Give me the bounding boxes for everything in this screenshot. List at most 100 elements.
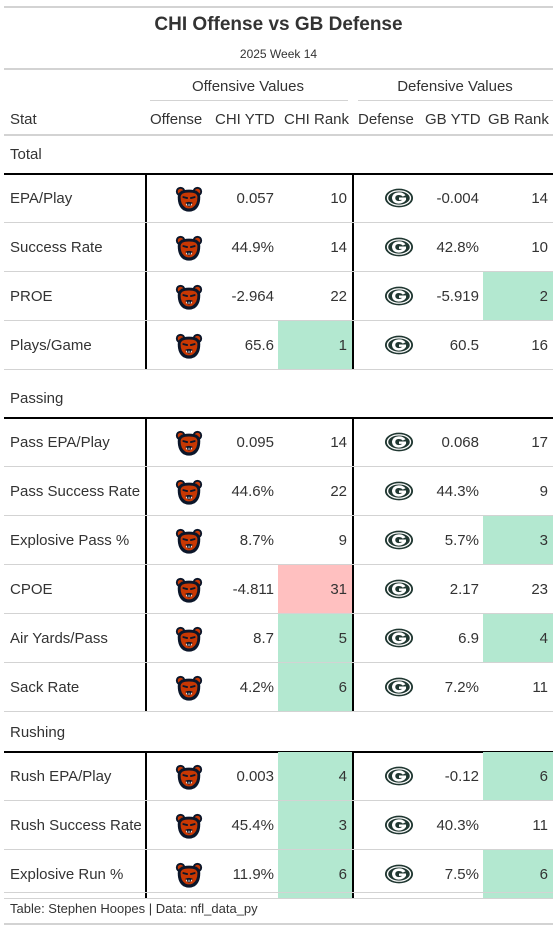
col-header-chi-ytd: CHI YTD (215, 111, 275, 128)
packers-logo-icon (384, 334, 414, 364)
table-row: Explosive Run % 11.9% 6 7.5% 6 (4, 850, 553, 899)
row-divider (4, 466, 553, 467)
chi-rank-highlight (278, 663, 352, 711)
col-header-stat: Stat (10, 111, 37, 128)
gb-ytd-value: 7.5% (444, 866, 479, 883)
bears-logo-icon (174, 673, 204, 703)
spanner-defensive-values: Defensive Values (397, 78, 513, 95)
packers-logo-icon (384, 529, 414, 559)
row-divider (4, 849, 553, 850)
gb-rank-value: 11 (532, 817, 548, 834)
table-source-note: Table: Stephen Hoopes | Data: nfl_data_p… (10, 901, 258, 916)
row-divider (4, 271, 553, 272)
stat-name: Success Rate (10, 239, 103, 256)
bears-logo-icon (174, 575, 204, 605)
table-row: Pass Success Rate 44.6% 22 44.3% 9 (4, 467, 553, 516)
row-group-label: Rushing (10, 724, 66, 741)
table-frame (4, 6, 553, 925)
row-divider (4, 369, 553, 370)
row-group-label: Passing (10, 390, 64, 407)
chi-rank-highlight (278, 565, 352, 613)
chi-rank-value: 3 (338, 817, 347, 834)
chi-rank-value: 4 (338, 768, 347, 785)
gb-rank-value: 10 (531, 239, 548, 256)
gb-ytd-value: -0.12 (444, 768, 479, 785)
row-divider (4, 515, 553, 516)
chi-rank-value: 5 (338, 630, 347, 647)
row-divider (4, 662, 553, 663)
gb-rank-value: 11 (532, 679, 548, 696)
gb-rank-value: 16 (531, 337, 548, 354)
bears-logo-icon (174, 331, 204, 361)
col-header-chi-rank: CHI Rank (284, 111, 350, 128)
table-row: Success Rate 44.9% 14 42.8% 10 (4, 223, 553, 272)
chi-ytd-value: 0.003 (236, 768, 274, 785)
bears-logo-icon (174, 811, 204, 841)
gb-ytd-value: 2.17 (449, 581, 479, 598)
table-row: Sack Rate 4.2% 6 7.2% 11 (4, 663, 553, 712)
group-top-rule (4, 417, 553, 419)
gb-ytd-value: -5.919 (436, 288, 479, 305)
chi-ytd-value: 8.7 (253, 630, 274, 647)
bears-logo-icon (174, 184, 204, 214)
stat-name: Explosive Pass % (10, 532, 130, 549)
gb-rank-value: 4 (539, 630, 548, 647)
table-row: Explosive Pass % 8.7% 9 5.7% 3 (4, 516, 553, 565)
spanner-offensive-values: Offensive Values (191, 78, 304, 95)
gb-rank-highlight (483, 516, 553, 564)
row-divider (4, 800, 553, 801)
column-header-divider (4, 134, 553, 136)
stat-name: Sack Rate (10, 679, 80, 696)
packers-logo-icon (384, 627, 414, 657)
chi-rank-value: 31 (330, 581, 347, 598)
bears-logo-icon (174, 624, 204, 654)
chi-ytd-value: 45.4% (231, 817, 274, 834)
chi-ytd-value: 11.9% (232, 866, 274, 883)
stat-name: Rush Success Rate (10, 817, 142, 834)
col-header-gb-rank: GB Rank (488, 111, 549, 128)
stat-name: PROE (10, 288, 53, 305)
stat-name: Rush EPA/Play (10, 768, 112, 785)
row-group-label: Total (10, 146, 42, 163)
bears-logo-icon (174, 233, 204, 263)
stat-name: Pass Success Rate (10, 483, 141, 500)
bears-logo-icon (174, 282, 204, 312)
stat-name: EPA/Play (10, 190, 73, 207)
chi-ytd-value: 44.6% (231, 483, 274, 500)
chi-rank-value: 14 (330, 434, 347, 451)
defense-divider (352, 751, 354, 899)
row-divider (4, 320, 553, 321)
gb-rank-highlight (483, 614, 553, 662)
gb-ytd-value: 40.3% (436, 817, 479, 834)
bears-logo-icon (174, 860, 204, 890)
packers-logo-icon (384, 765, 414, 795)
gb-rank-value: 2 (539, 288, 548, 305)
chi-rank-value: 22 (330, 483, 347, 500)
chi-rank-value: 22 (330, 288, 347, 305)
table-row: Air Yards/Pass 8.7 5 6.9 4 (4, 614, 553, 663)
chi-ytd-value: -2.964 (231, 288, 274, 305)
table-row: Rush EPA/Play 0.003 4 -0.12 6 (4, 752, 553, 801)
offense-divider (145, 751, 147, 899)
chi-ytd-value: 8.7% (239, 532, 274, 549)
bears-logo-icon (174, 526, 204, 556)
table-row: CPOE -4.811 31 2.17 23 (4, 565, 553, 614)
chi-ytd-value: 65.6 (244, 337, 274, 354)
gb-rank-value: 3 (539, 532, 548, 549)
gb-rank-highlight (483, 752, 553, 800)
packers-logo-icon (384, 480, 414, 510)
group-top-rule (4, 173, 553, 175)
table-row: EPA/Play 0.057 10 -0.004 14 (4, 174, 553, 223)
gb-rank-value: 9 (539, 483, 548, 500)
gb-rank-highlight (483, 850, 553, 898)
packers-logo-icon (384, 187, 414, 217)
chi-ytd-value: 4.2% (239, 679, 274, 696)
bears-logo-icon (174, 762, 204, 792)
footer-divider (4, 892, 553, 893)
row-divider (4, 613, 553, 614)
chi-rank-highlight (278, 614, 352, 662)
chi-rank-highlight (278, 801, 352, 849)
packers-logo-icon (384, 285, 414, 315)
gb-ytd-value: 44.3% (436, 483, 479, 500)
spanner-rule-defense (358, 100, 553, 101)
